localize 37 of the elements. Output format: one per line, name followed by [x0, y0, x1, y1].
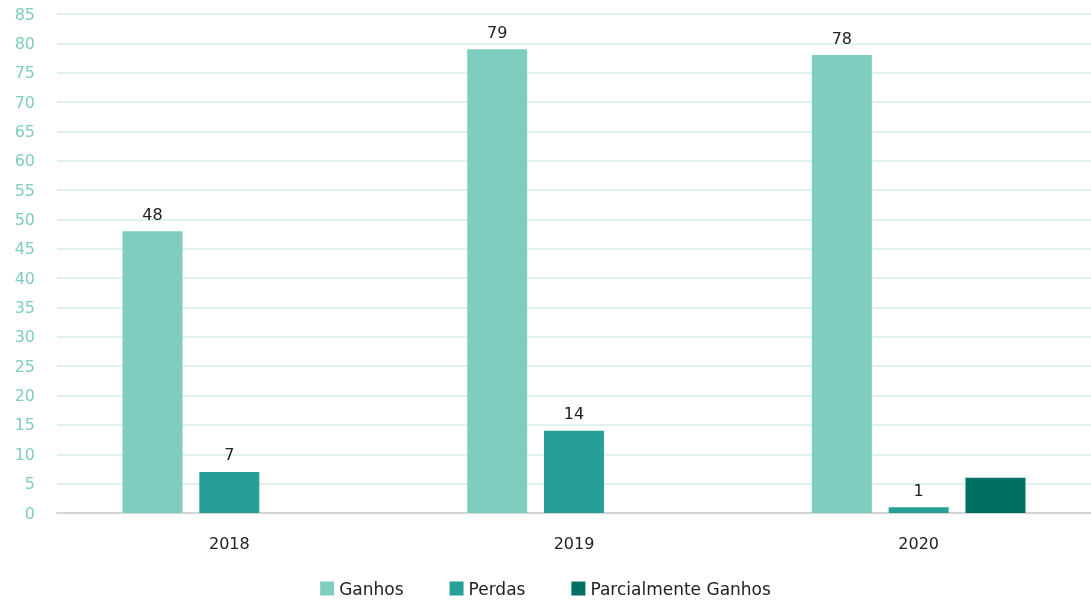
data-label: 78 [831, 28, 853, 48]
bar [811, 55, 872, 513]
bar [122, 231, 183, 513]
y-tick-label: 80 [14, 33, 35, 53]
x-tick-label: 2019 [553, 533, 595, 553]
y-tick-label: 65 [14, 121, 35, 141]
y-tick-label: 35 [14, 298, 35, 318]
y-tick-label: 70 [14, 92, 35, 112]
y-tick-label: 55 [14, 180, 35, 200]
y-tick-label: 40 [14, 268, 35, 288]
y-tick-label: 45 [14, 239, 35, 259]
legend-label: Ganhos [339, 578, 404, 599]
bar [199, 471, 260, 513]
bar [888, 507, 949, 513]
y-tick-label: 15 [14, 415, 35, 435]
legend-label: Perdas [468, 578, 526, 599]
data-label: 48 [142, 204, 163, 224]
legend-label: Parcialmente Ganhos [590, 578, 771, 599]
y-tick-label: 75 [14, 63, 35, 83]
x-tick-label: 2020 [898, 533, 940, 553]
data-label: 7 [224, 445, 235, 465]
bar [965, 477, 1026, 513]
data-label: 14 [563, 404, 585, 424]
y-tick-label: 25 [14, 356, 35, 376]
bar [467, 49, 528, 513]
data-label: 1 [913, 480, 924, 500]
y-tick-label: 5 [24, 474, 35, 494]
y-tick-label: 0 [24, 503, 35, 523]
bar [544, 430, 604, 513]
y-tick-label: 60 [14, 151, 35, 171]
data-label: 79 [487, 22, 508, 42]
x-tick-label: 2018 [208, 533, 250, 553]
y-tick-label: 20 [14, 386, 35, 406]
y-tick-label: 85 [14, 4, 35, 24]
y-tick-label: 50 [14, 209, 35, 229]
y-tick-label: 30 [14, 327, 35, 347]
y-tick-label: 10 [14, 444, 35, 464]
